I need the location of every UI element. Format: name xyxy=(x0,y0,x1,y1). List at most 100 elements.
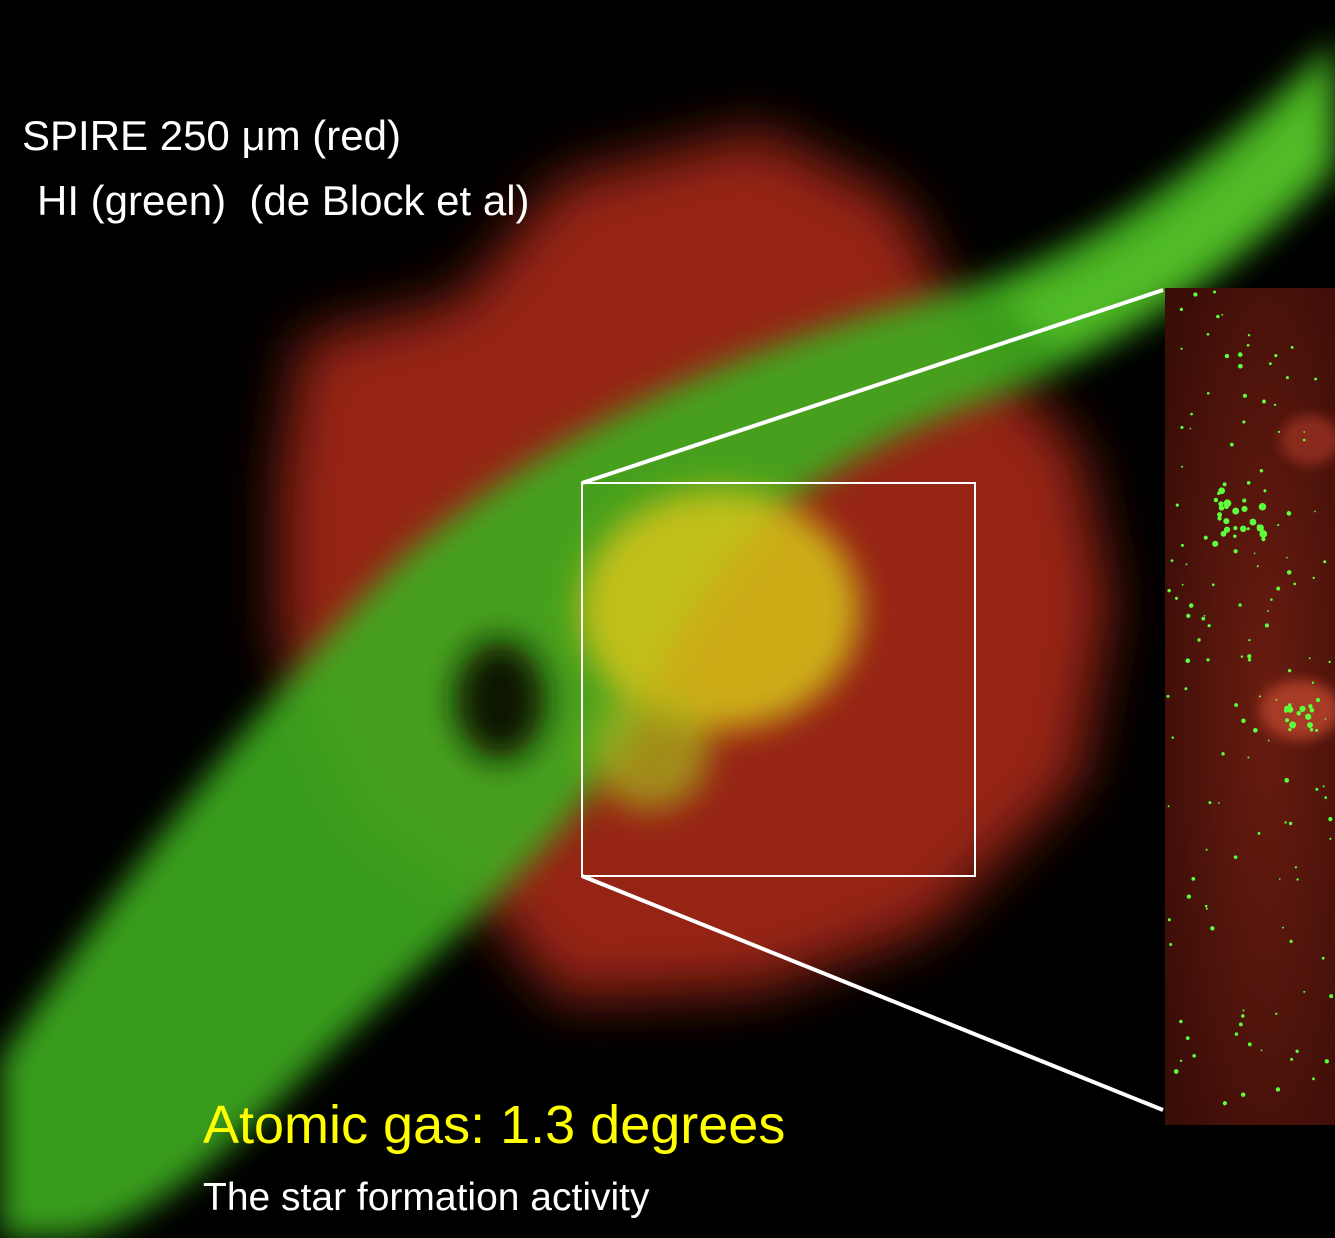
star-dot xyxy=(1180,308,1183,311)
star-dot xyxy=(1323,560,1326,563)
star-dot xyxy=(1238,364,1243,369)
star-dot xyxy=(1261,1049,1263,1051)
star-dot xyxy=(1234,703,1238,707)
star-dot xyxy=(1247,481,1251,485)
star-dot xyxy=(1216,315,1220,319)
star-dot xyxy=(1240,526,1246,532)
star-dot xyxy=(1243,1010,1245,1012)
star-dot xyxy=(1233,535,1236,538)
star-dot xyxy=(1212,541,1218,547)
star-dot xyxy=(1186,614,1190,618)
star-dot xyxy=(1223,1101,1227,1105)
star-dot xyxy=(1261,537,1265,541)
star-dot xyxy=(1233,526,1237,530)
star-dot xyxy=(1279,878,1281,880)
star-dot xyxy=(1207,624,1210,627)
star-dot xyxy=(1285,718,1289,722)
star-dot xyxy=(1295,866,1297,868)
star-dot xyxy=(1289,822,1292,825)
star-dot xyxy=(1259,503,1266,510)
star-dot xyxy=(1248,1042,1252,1046)
star-dot xyxy=(1274,404,1276,406)
star-dot xyxy=(1224,527,1230,533)
star-dot xyxy=(1289,721,1296,728)
star-dot xyxy=(1303,439,1306,442)
star-dot xyxy=(1247,654,1251,658)
star-dot xyxy=(1268,740,1270,742)
star-dot xyxy=(1186,1036,1190,1040)
page: SPIRE 250 μm (red) HI (green) (de Block … xyxy=(0,0,1335,1238)
star-dot xyxy=(1274,354,1277,357)
star-dot xyxy=(1312,1077,1315,1080)
star-dot xyxy=(1328,661,1330,663)
star-dot xyxy=(1288,728,1291,731)
star-dot xyxy=(1225,354,1229,358)
star-dot xyxy=(1167,589,1170,592)
star-dot xyxy=(1287,511,1292,516)
star-dot xyxy=(1207,333,1210,336)
star-dot xyxy=(1190,428,1192,430)
star-dot xyxy=(1284,778,1289,783)
star-dot xyxy=(1297,711,1302,716)
star-dot xyxy=(1205,905,1208,908)
star-dot xyxy=(1270,598,1273,601)
star-dot xyxy=(1190,413,1193,416)
star-dot xyxy=(1278,431,1280,433)
star-dot xyxy=(1175,597,1178,600)
star-dot xyxy=(1263,489,1266,492)
star-dot xyxy=(1323,785,1325,787)
star-dot xyxy=(1310,708,1315,713)
star-dot xyxy=(1314,511,1316,513)
star-dot xyxy=(1262,400,1266,404)
star-dot xyxy=(1247,344,1250,347)
star-dot xyxy=(1169,943,1172,946)
star-dot xyxy=(1284,821,1286,823)
star-dot xyxy=(1206,658,1209,661)
star-dot xyxy=(1242,499,1246,503)
star-dot xyxy=(1181,466,1183,468)
star-dot xyxy=(1329,994,1333,998)
star-dot xyxy=(1218,516,1221,519)
star-dot xyxy=(1241,506,1247,512)
red-label: SPIRE 250 μm (red) xyxy=(22,112,401,159)
star-dot xyxy=(1325,1059,1329,1063)
star-dot xyxy=(1214,498,1218,502)
star-dot xyxy=(1230,443,1234,447)
dark-region xyxy=(455,640,545,760)
star-dot xyxy=(1232,508,1239,515)
star-dot xyxy=(1186,563,1188,565)
star-dot xyxy=(1180,426,1183,429)
heading: Atomic gas: 1.3 degrees xyxy=(203,1095,785,1155)
star-dot xyxy=(1309,657,1311,659)
star-dot xyxy=(1267,610,1269,612)
star-dot xyxy=(1275,1013,1277,1015)
star-dot xyxy=(1180,1060,1182,1062)
star-dot xyxy=(1168,918,1171,921)
star-dot xyxy=(1223,482,1227,486)
star-dot xyxy=(1221,752,1224,755)
star-dot xyxy=(1257,565,1259,567)
star-dot xyxy=(1223,518,1229,524)
star-dot xyxy=(1257,524,1260,527)
star-dot xyxy=(1168,805,1170,807)
star-dot xyxy=(1171,559,1174,562)
star-dot xyxy=(1197,638,1200,641)
body-text: The star formation activity xyxy=(203,1176,650,1219)
star-dot xyxy=(1248,639,1250,641)
star-dot xyxy=(1204,536,1208,540)
star-dot xyxy=(1172,736,1174,738)
star-dot xyxy=(1295,1050,1298,1053)
star-dot xyxy=(1213,291,1216,294)
star-dot xyxy=(1235,1032,1238,1035)
star-dot xyxy=(1284,706,1289,711)
star-dot xyxy=(1193,292,1197,296)
star-dot xyxy=(1276,587,1280,591)
star-dot xyxy=(1303,431,1305,433)
star-dot xyxy=(1277,524,1279,526)
star-dot xyxy=(1219,505,1225,511)
star-dot xyxy=(1310,728,1313,731)
star-dot xyxy=(1322,957,1325,960)
star-dot xyxy=(1204,615,1206,617)
star-dot xyxy=(1259,695,1261,697)
star-dot xyxy=(1234,549,1238,553)
